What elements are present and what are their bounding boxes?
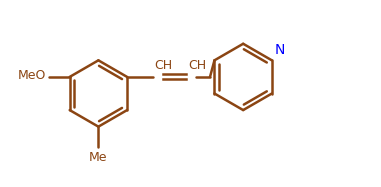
Text: CH: CH [155,59,173,73]
Text: CH: CH [188,59,206,73]
Text: N: N [275,43,285,57]
Text: MeO: MeO [18,69,46,82]
Text: Me: Me [89,151,108,164]
